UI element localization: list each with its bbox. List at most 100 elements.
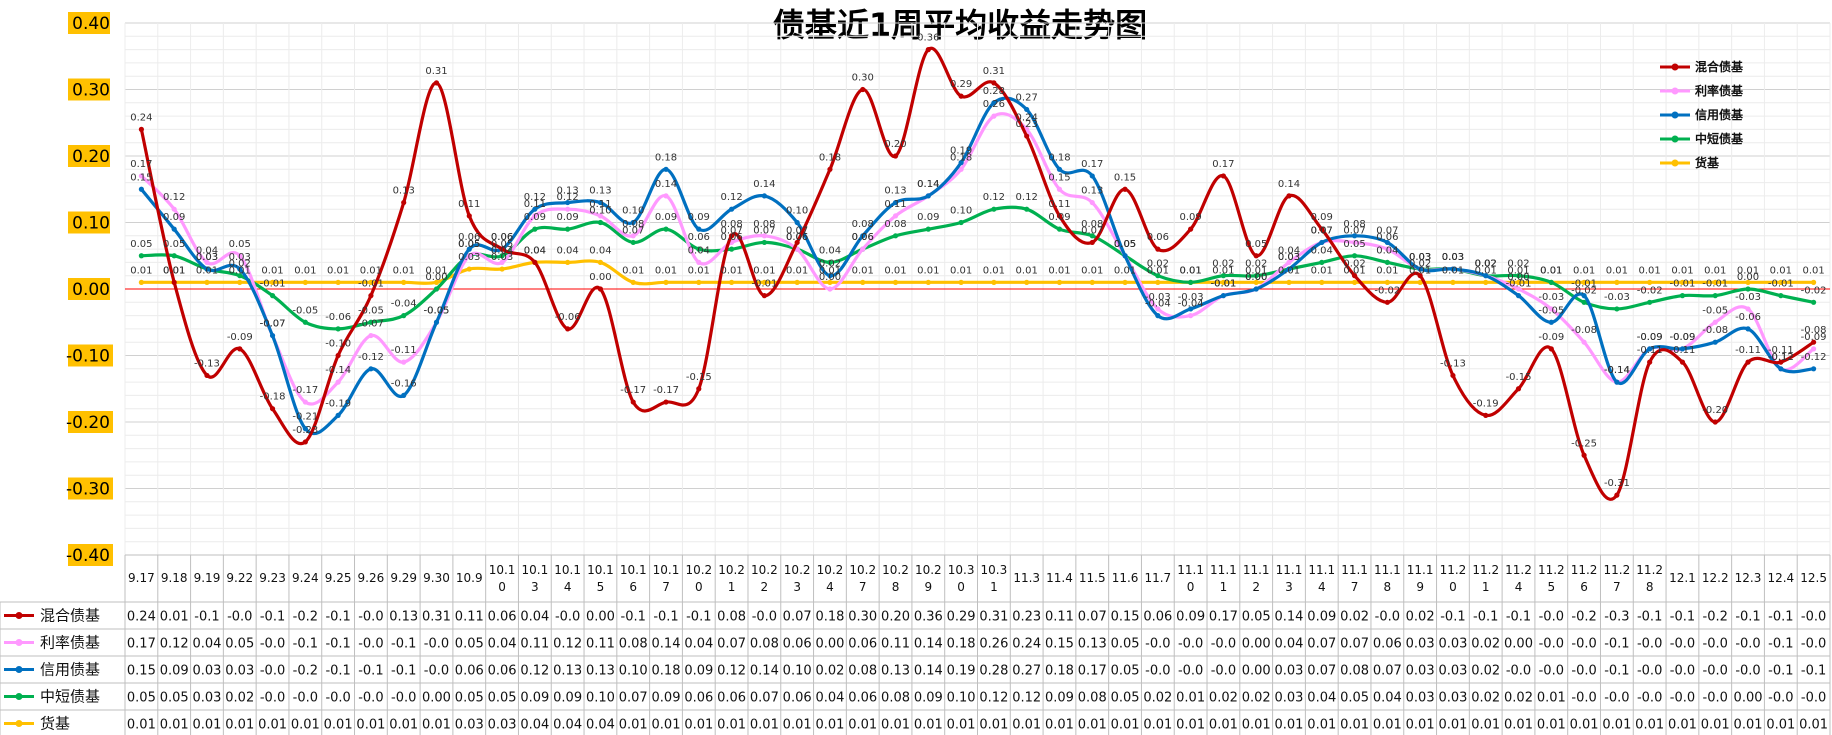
data-point bbox=[237, 253, 243, 259]
data-label: 0.01 bbox=[130, 265, 152, 276]
table-cell: -0.0 bbox=[752, 610, 777, 625]
data-label: -0.14 bbox=[1604, 365, 1630, 376]
data-label: 0.04 bbox=[1311, 245, 1333, 256]
data-point bbox=[401, 359, 407, 365]
table-cell: -0.2 bbox=[293, 664, 318, 679]
table-cell: 0.03 bbox=[1438, 664, 1467, 679]
x-tick-label: 10.2 1 bbox=[718, 563, 745, 594]
data-label: -0.06 bbox=[1735, 312, 1761, 323]
data-label: 0.18 bbox=[655, 152, 677, 163]
table-legend-key bbox=[15, 666, 23, 673]
table-cell: 0.01 bbox=[258, 718, 287, 733]
table-cell: 0.00 bbox=[1504, 637, 1533, 652]
data-label: 0.04 bbox=[819, 245, 841, 256]
data-label: -0.09 bbox=[227, 332, 253, 343]
data-point bbox=[1450, 279, 1456, 285]
table-cell: 0.04 bbox=[520, 718, 549, 733]
data-label: 0.05 bbox=[1114, 239, 1136, 250]
data-point bbox=[1089, 173, 1095, 179]
table-cell: 0.01 bbox=[1799, 718, 1828, 733]
data-point bbox=[1220, 279, 1227, 285]
data-label: -0.01 bbox=[1768, 279, 1794, 290]
data-point bbox=[958, 160, 964, 166]
data-point bbox=[597, 213, 604, 219]
data-label: 0.01 bbox=[1278, 265, 1300, 276]
data-point bbox=[630, 233, 636, 239]
data-point bbox=[860, 279, 866, 285]
data-label: 0.17 bbox=[1081, 159, 1103, 170]
x-tick-label: 10.9 bbox=[456, 571, 483, 585]
data-label: 0.01 bbox=[261, 265, 283, 276]
data-label: 0.18 bbox=[950, 152, 972, 163]
x-tick-label: 9.24 bbox=[292, 571, 319, 585]
data-point bbox=[1188, 313, 1194, 319]
table-cell: 0.01 bbox=[1373, 718, 1402, 733]
x-tick-label: 9.22 bbox=[226, 571, 253, 585]
data-point bbox=[204, 266, 210, 272]
table-cell: 0.01 bbox=[1176, 718, 1205, 733]
data-label: 0.07 bbox=[1311, 225, 1333, 236]
data-label: -0.09 bbox=[1538, 332, 1564, 343]
data-point bbox=[466, 266, 472, 272]
data-label: 0.01 bbox=[425, 265, 447, 276]
data-label: -0.01 bbox=[260, 279, 286, 290]
table-cell: 0.03 bbox=[1275, 691, 1304, 706]
table-cell: 0.01 bbox=[652, 718, 681, 733]
table-cell: 0.00 bbox=[1734, 691, 1763, 706]
table-cell: -0.0 bbox=[1539, 664, 1564, 679]
table-cell: -0.1 bbox=[1801, 664, 1826, 679]
table-cell: 0.15 bbox=[127, 664, 156, 679]
table-cell: 0.13 bbox=[1078, 637, 1107, 652]
data-label: -0.15 bbox=[686, 372, 712, 383]
table-cell: 0.01 bbox=[192, 718, 221, 733]
table-cell: 0.11 bbox=[586, 637, 615, 652]
data-point bbox=[1450, 266, 1456, 272]
data-label: 0.01 bbox=[1409, 265, 1431, 276]
table-cell: 0.01 bbox=[684, 718, 713, 733]
data-label: 0.01 bbox=[1606, 265, 1628, 276]
data-point bbox=[466, 213, 472, 219]
data-point bbox=[1778, 359, 1784, 365]
data-label: 0.01 bbox=[1802, 265, 1824, 276]
legend-marker bbox=[1671, 159, 1679, 167]
data-point bbox=[302, 319, 308, 325]
table-cell: 0.02 bbox=[1340, 610, 1369, 625]
data-label: -0.05 bbox=[1538, 305, 1564, 316]
table-cell: -0.0 bbox=[260, 691, 285, 706]
data-point bbox=[1581, 452, 1587, 458]
data-point bbox=[794, 279, 800, 285]
data-point bbox=[1155, 313, 1161, 319]
x-tick-label: 12.5 bbox=[1800, 571, 1827, 585]
data-point bbox=[1778, 279, 1784, 285]
data-label: 0.03 bbox=[229, 252, 251, 263]
data-label: 0.24 bbox=[1016, 112, 1038, 123]
data-point bbox=[663, 226, 669, 232]
table-cell: -0.0 bbox=[1178, 637, 1203, 652]
data-point bbox=[204, 259, 210, 265]
data-label: 0.14 bbox=[655, 179, 677, 190]
data-label: 0.07 bbox=[1376, 225, 1398, 236]
data-label: 0.14 bbox=[753, 179, 775, 190]
table-cell: -0.0 bbox=[1735, 637, 1760, 652]
data-point bbox=[1417, 266, 1423, 272]
table-cell: 0.05 bbox=[225, 637, 254, 652]
data-label: -0.23 bbox=[292, 425, 318, 436]
data-label: 0.01 bbox=[1212, 265, 1234, 276]
data-point bbox=[433, 80, 440, 86]
data-label: 0.09 bbox=[524, 212, 546, 223]
data-label: 0.01 bbox=[327, 265, 349, 276]
legend-marker bbox=[1671, 111, 1679, 119]
data-point bbox=[1155, 306, 1161, 312]
table-cell: 0.05 bbox=[1111, 637, 1140, 652]
legend-label: 利率债基 bbox=[1695, 83, 1744, 98]
table-row-name: 货基 bbox=[40, 715, 70, 733]
data-label: 0.03 bbox=[1409, 252, 1431, 263]
table-cell: 0.06 bbox=[783, 691, 812, 706]
data-point bbox=[892, 233, 899, 239]
data-label: 0.01 bbox=[655, 265, 677, 276]
data-point bbox=[663, 166, 669, 172]
table-cell: 0.08 bbox=[750, 637, 779, 652]
data-point bbox=[892, 213, 899, 219]
data-point bbox=[892, 199, 899, 206]
